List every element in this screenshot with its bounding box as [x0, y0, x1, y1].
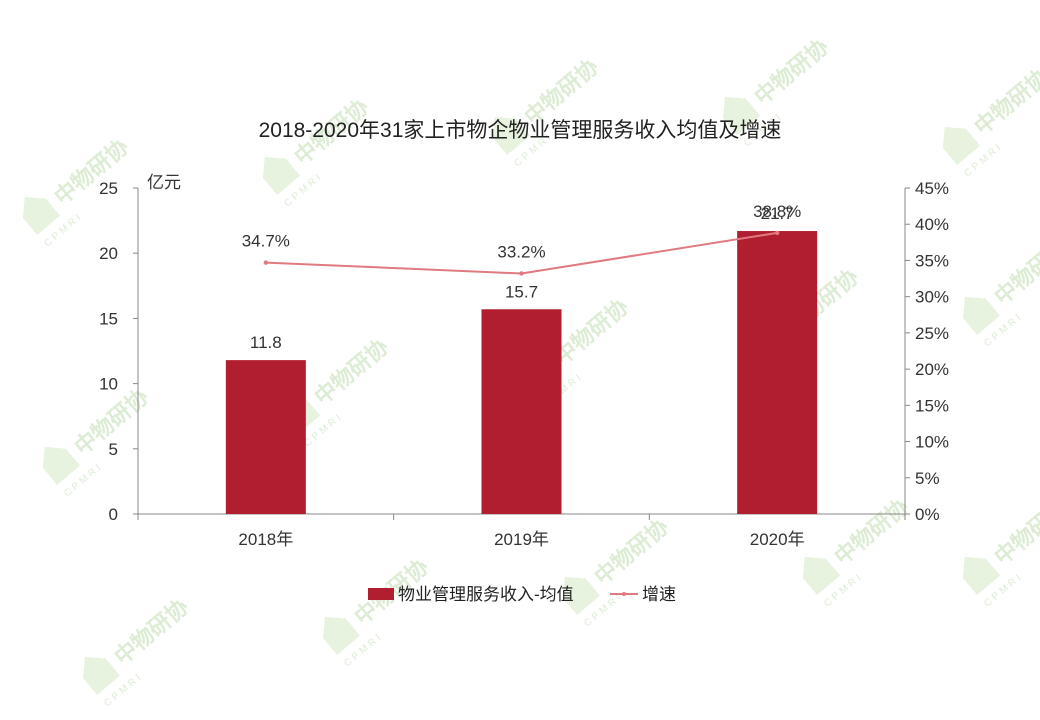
watermark-name: 中物研协	[109, 594, 192, 670]
legend-swatch-bar	[368, 588, 394, 600]
right-tick-label: 5%	[915, 469, 940, 488]
bar	[737, 231, 818, 515]
bar	[481, 309, 562, 514]
bar	[225, 360, 306, 514]
line-data-label: 34.7%	[242, 232, 290, 251]
watermark-house-icon	[322, 616, 361, 655]
watermark-house-icon	[562, 576, 601, 615]
chart-title: 2018-2020年31家上市物企物业管理服务收入均值及增速	[259, 119, 782, 142]
watermark-house-icon	[22, 196, 61, 235]
left-tick-label: 10	[99, 375, 118, 394]
line-series	[263, 230, 780, 276]
line-data-label: 38.8%	[753, 202, 801, 221]
bar-series	[225, 231, 818, 515]
bar-data-label: 21.7	[761, 204, 794, 223]
watermark-name: 中物研协	[969, 64, 1040, 140]
watermark-house-icon	[962, 296, 1001, 335]
watermark-name: 中物研协	[829, 494, 912, 570]
right-tick-label: 15%	[915, 396, 949, 415]
watermark-name: 中物研协	[49, 134, 132, 210]
left-tick-label: 5	[109, 440, 118, 459]
watermark-house-icon	[42, 446, 81, 485]
right-tick-label: 0%	[915, 505, 940, 524]
right-tick-label: 45%	[915, 179, 949, 198]
watermark-name: 中物研协	[309, 334, 392, 410]
bar-data-label: 11.8	[250, 333, 282, 352]
legend-label-bar: 物业管理服务收入-均值	[398, 585, 574, 604]
bar-data-label: 15.7	[505, 282, 538, 301]
left-axis-unit: 亿元	[147, 173, 181, 192]
right-tick-label: 40%	[915, 215, 949, 234]
watermark-house-icon	[722, 96, 761, 135]
watermark-house-icon	[82, 656, 121, 695]
line-point	[774, 230, 780, 236]
line-point	[519, 271, 524, 276]
data-labels: 11.8 15.7 21.7 34.7% 33.2% 38.8%	[242, 202, 802, 352]
watermark-name: 中物研协	[989, 494, 1040, 570]
x-tick-label: 2019年	[494, 530, 549, 549]
watermark-house-icon	[492, 116, 531, 155]
watermark-house-icon	[262, 156, 301, 195]
left-tick-label: 25	[99, 179, 118, 198]
watermark-house-icon	[942, 126, 981, 165]
legend: 物业管理服务收入-均值 增速	[368, 585, 676, 604]
right-tick-label: 30%	[915, 288, 949, 307]
right-tick-label: 20%	[915, 360, 949, 379]
right-tick-label: 10%	[915, 433, 949, 452]
x-tick-label: 2018年	[238, 530, 293, 549]
watermark-name: 中物研协	[749, 34, 832, 110]
legend-swatch-marker	[622, 592, 626, 596]
x-tick-label: 2020年	[750, 530, 805, 549]
left-tick-label: 0	[109, 505, 118, 524]
line-point	[263, 260, 269, 265]
line-data-label: 33.2%	[497, 242, 545, 261]
right-tick-label: 25%	[915, 324, 949, 343]
left-tick-label: 20	[99, 244, 118, 263]
watermark-name: 中物研协	[549, 294, 632, 370]
left-tick-label: 15	[99, 309, 118, 328]
watermark-house-icon	[962, 556, 1001, 595]
right-tick-label: 35%	[915, 251, 949, 270]
watermark-name: 中物研协	[589, 514, 672, 590]
watermark-house-icon	[802, 556, 841, 595]
legend-label-line: 增速	[642, 585, 676, 604]
axes: 0 5 10 15 20 25 0% 5% 10% 15% 20% 25% 30% 35% 40% 45% 20…	[99, 179, 949, 549]
watermark-name: 中物研协	[989, 234, 1040, 310]
